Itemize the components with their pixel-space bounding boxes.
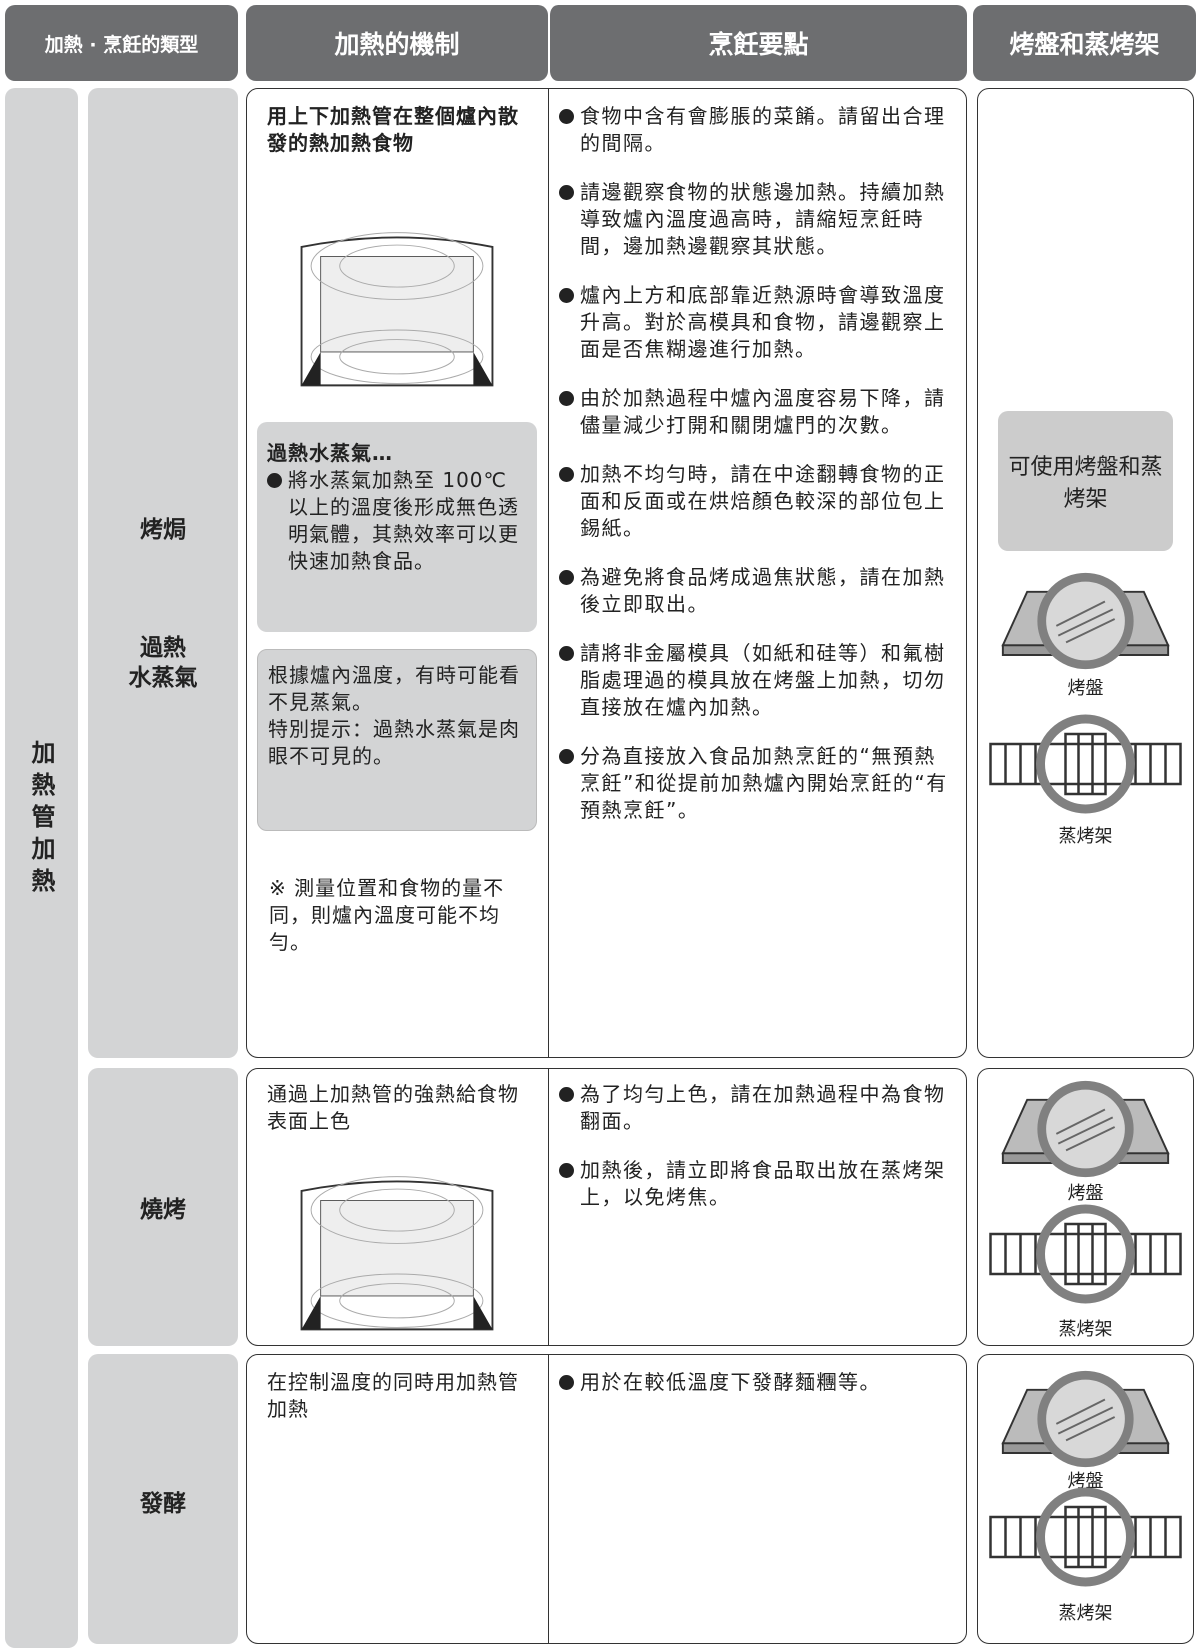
visibility-box: 根據爐內溫度，有時可能看不見蒸氣。 特別提示：過熱水蒸氣是肉眼不可見的。: [257, 649, 537, 831]
bullet: [559, 749, 574, 764]
tip-text: 用於在較低溫度下發酵麵糰等。: [580, 1370, 881, 1394]
tip-item: 為避免將食品烤成過焦狀態，請在加熱後立即取出。: [559, 564, 951, 618]
tray-label: 蒸烤架: [1058, 1603, 1113, 1624]
content-box: 用上下加熱管在整個爐內散發的熱加熱食物 過熱水蒸氣… 將水蒸氣加熱至 100℃以…: [246, 88, 967, 1058]
visibility-text: 特別提示：過熱水蒸氣是肉眼不可見的。: [268, 717, 520, 768]
mechanism-text: 在控制溫度的同時用加熱管加熱: [267, 1370, 519, 1421]
tip-text: 為避免將食品烤成過焦狀態，請在加熱後立即取出。: [580, 565, 946, 616]
steam-title: 過熱水蒸氣…: [267, 441, 393, 465]
tip-item: 分為直接放入食品加熱烹飪的“無預熱烹飪”和從提前加熱爐內開始烹飪的“有預熱烹飪”…: [559, 743, 951, 824]
tip-item: 爐內上方和底部靠近熱源時會導致溫度升高。對於高模具和食物，請邊觀察上面是否焦糊邊…: [559, 282, 951, 363]
visibility-text: 根據爐內溫度，有時可能看不見蒸氣。: [268, 663, 520, 714]
steam-item: 將水蒸氣加熱至 100℃以上的溫度後形成無色透明氣體，其熱效率可以更快速加熱食品…: [267, 467, 527, 575]
tip-item: 請將非金屬模具（如紙和硅等）和氟樹脂處理過的模具放在烤盤上加熱，切勿直接放在爐內…: [559, 640, 951, 721]
rack-icon: [983, 714, 1188, 814]
header-cell: 烹飪要點: [548, 5, 967, 81]
bullet: [559, 467, 574, 482]
tip-text: 分為直接放入食品加熱烹飪的“無預熱烹飪”和從提前加熱爐內開始烹飪的“有預熱烹飪”…: [580, 744, 948, 822]
oven-illustration: [292, 1169, 502, 1337]
bullet: [559, 109, 574, 124]
tray-label: 蒸烤架: [1058, 1319, 1113, 1340]
tip-item: 用於在較低溫度下發酵麵糰等。: [559, 1369, 951, 1396]
trays-box: 烤盤 蒸烤架: [977, 1354, 1194, 1644]
bullet: [559, 646, 574, 661]
trays-note: 可使用烤盤和蒸烤架: [998, 411, 1173, 551]
steam-box: 過熱水蒸氣… 將水蒸氣加熱至 100℃以上的溫度後形成無色透明氣體，其熱效率可以…: [257, 422, 537, 632]
divider: [548, 1069, 549, 1345]
mode-label: 過熱 水蒸氣: [88, 633, 238, 693]
tray-label: 烤盤: [1067, 1471, 1104, 1492]
header-cell: 加熱的機制: [246, 5, 548, 81]
mode-cell: 燒烤: [88, 1068, 238, 1346]
rack-icon: [983, 1487, 1188, 1587]
mode-cell: 烤焗 過熱 水蒸氣: [88, 88, 238, 1058]
rack-icon: [983, 1204, 1188, 1304]
note: ※ 測量位置和食物的量不同，則爐內溫度可能不均勻。: [269, 876, 505, 954]
tips-list: 食物中含有會膨脹的菜餚。請留出合理的間隔。請邊觀察食物的狀態邊加熱。持續加熱導致…: [559, 103, 951, 846]
bullet: [559, 1087, 574, 1102]
mechanism-text: 通過上加熱管的強熱給食物表面上色: [267, 1082, 519, 1133]
bullet: [559, 185, 574, 200]
bullet: [559, 391, 574, 406]
trays-box: 可使用烤盤和蒸烤架 烤盤 蒸烤架: [977, 88, 1194, 1058]
content-box: 在控制溫度的同時用加熱管加熱 用於在較低溫度下發酵麵糰等。: [246, 1354, 967, 1644]
trays-box: 烤盤 蒸烤架: [977, 1068, 1194, 1346]
mode-label: 發酵: [140, 1491, 186, 1517]
bullet: [559, 1163, 574, 1178]
tips-list: 為了均勻上色，請在加熱過程中為食物翻面。 加熱後，請立即將食品取出放在蒸烤架上，以…: [559, 1081, 951, 1233]
tip-text: 由於加熱過程中爐內溫度容易下降，請儘量減少打開和關閉爐門的次數。: [580, 386, 946, 437]
steam-text: 將水蒸氣加熱至 100℃以上的溫度後形成無色透明氣體，其熱效率可以更快速加熱食品…: [288, 468, 519, 573]
category-column: [5, 88, 78, 1648]
mode-line: 水蒸氣: [128, 665, 198, 691]
divider: [548, 89, 549, 1057]
mode-label: 燒烤: [140, 1197, 186, 1223]
tip-item: 為了均勻上色，請在加熱過程中為食物翻面。: [559, 1081, 951, 1135]
tray-label: 烤盤: [1067, 1183, 1104, 1204]
category-label: 加熱管加熱: [27, 740, 55, 900]
divider: [548, 1355, 549, 1643]
tip-text: 請將非金屬模具（如紙和硅等）和氟樹脂處理過的模具放在烤盤上加熱，切勿直接放在爐內…: [580, 641, 946, 719]
content-box: 通過上加熱管的強熱給食物表面上色 為了均勻上色，請在加熱過程中為食物翻面。 加熱後…: [246, 1068, 967, 1346]
tip-text: 為了均勻上色，請在加熱過程中為食物翻面。: [580, 1082, 946, 1133]
tip-text: 加熱不均勻時，請在中途翻轉食物的正面和反面或在烘焙顏色較深的部位包上錫紙。: [580, 462, 946, 540]
bullet: [559, 1375, 574, 1390]
tray-label: 烤盤: [1067, 678, 1104, 699]
mechanism-text: 用上下加熱管在整個爐內散發的熱加熱食物: [267, 104, 519, 155]
tip-text: 食物中含有會膨脹的菜餚。請留出合理的間隔。: [580, 104, 946, 155]
tip-item: 加熱不均勻時，請在中途翻轉食物的正面和反面或在烘焙顏色較深的部位包上錫紙。: [559, 461, 951, 542]
tray-icon: [998, 1079, 1173, 1179]
tips-list: 用於在較低溫度下發酵麵糰等。: [559, 1369, 951, 1418]
tray-icon: [998, 571, 1173, 671]
tip-item: 由於加熱過程中爐內溫度容易下降，請儘量減少打開和關閉爐門的次數。: [559, 385, 951, 439]
mode-cell: 發酵: [88, 1354, 238, 1644]
tip-text: 請邊觀察食物的狀態邊加熱。持續加熱導致爐內溫度過高時，請縮短烹飪時間，邊加熱邊觀…: [580, 180, 946, 258]
mode-line: 過熱: [140, 635, 186, 661]
tray-label: 蒸烤架: [1058, 826, 1113, 847]
bullet: [267, 473, 282, 488]
tray-icon: [998, 1369, 1173, 1469]
tip-item: 請邊觀察食物的狀態邊加熱。持續加熱導致爐內溫度過高時，請縮短烹飪時間，邊加熱邊觀…: [559, 179, 951, 260]
oven-illustration: [292, 224, 502, 394]
tip-text: 爐內上方和底部靠近熱源時會導致溫度升高。對於高模具和食物，請邊觀察上面是否焦糊邊…: [580, 283, 946, 361]
header-cell: 烤盤和蒸烤架: [973, 5, 1196, 81]
mode-label: 烤焗: [140, 517, 186, 543]
tip-item: 食物中含有會膨脹的菜餚。請留出合理的間隔。: [559, 103, 951, 157]
header-cell: 加熱 · 烹飪的類型: [5, 5, 238, 81]
tip-item: 加熱後，請立即將食品取出放在蒸烤架上，以免烤焦。: [559, 1157, 951, 1211]
bullet: [559, 570, 574, 585]
bullet: [559, 288, 574, 303]
tip-text: 加熱後，請立即將食品取出放在蒸烤架上，以免烤焦。: [580, 1158, 946, 1209]
